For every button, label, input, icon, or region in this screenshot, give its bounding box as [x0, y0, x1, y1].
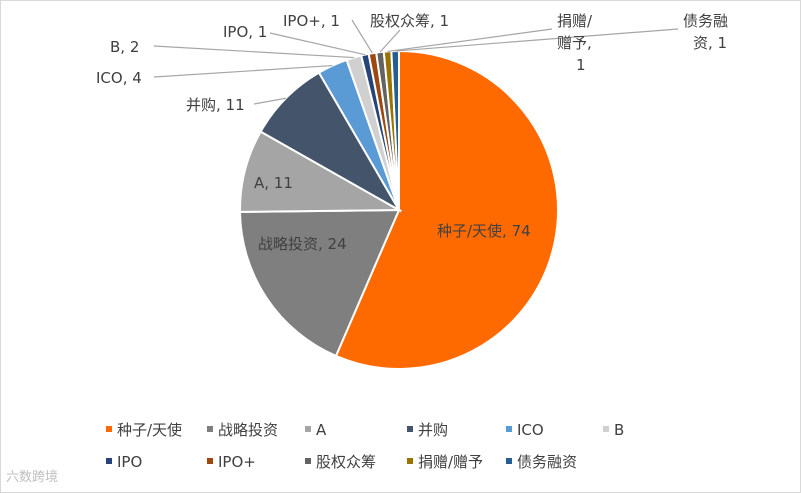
- leader-line-8: [351, 19, 373, 54]
- legend-entry-10: 捐赠/赠予: [418, 453, 483, 471]
- legend-entry-5: ICO: [517, 421, 544, 439]
- data-label-9: 股权众筹, 1: [370, 12, 449, 30]
- leader-line-5: [153, 64, 333, 78]
- pie-slices: [238, 49, 559, 370]
- legend-entry-6: B: [614, 421, 624, 439]
- legend-entry-9: 股权众筹: [316, 453, 376, 471]
- leader-line-11: [395, 28, 679, 52]
- legend-entry-8: IPO+: [218, 453, 256, 471]
- data-label-6: B, 2: [110, 38, 139, 56]
- legend-entry-2: 战略投资: [218, 421, 278, 439]
- data-label-4: 并购, 11: [186, 96, 245, 114]
- leader-line-9: [379, 29, 401, 53]
- legend-swatch-7: [106, 458, 112, 464]
- legend-entry-11: 债务融资: [517, 453, 577, 471]
- data-label-1: 种子/天使, 74: [437, 222, 531, 240]
- legend-swatch-1: [106, 426, 112, 432]
- data-label-8: IPO+, 1: [283, 12, 340, 30]
- data-label-7: IPO, 1: [223, 23, 267, 41]
- pie-slice-1: [334, 49, 559, 370]
- legend-swatch-3: [305, 426, 311, 432]
- legend-swatch-2: [207, 426, 213, 432]
- legend-swatch-5: [506, 426, 512, 432]
- legend-entry-3: A: [316, 421, 327, 439]
- leader-line-4: [253, 97, 287, 105]
- legend-entry-7: IPO: [117, 453, 142, 471]
- legend-swatch-9: [305, 458, 311, 464]
- legend: 种子/天使 战略投资 A 并购 ICO B IPO IPO+ 股权众筹 捐赠/赠予 债务融资: [106, 421, 624, 471]
- leader-lines: [153, 19, 679, 105]
- leader-line-6: [153, 45, 354, 59]
- data-label-3: A, 11: [254, 174, 293, 192]
- data-label-10: 捐赠/赠予, 1: [557, 12, 593, 74]
- pie-slice-2: [238, 208, 401, 358]
- leader-line-7: [269, 32, 366, 56]
- legend-entry-4: 并购: [418, 421, 448, 439]
- legend-swatch-8: [207, 458, 213, 464]
- legend-entry-1: 种子/天使: [117, 421, 182, 439]
- watermark: 六数跨境: [6, 470, 59, 485]
- data-label-5: ICO, 4: [96, 69, 142, 87]
- data-label-2: 战略投资, 24: [258, 235, 347, 253]
- legend-swatch-10: [407, 458, 413, 464]
- data-labels: 种子/天使, 74 战略投资, 24 A, 11 并购, 11 ICO, 4 B, 2 IP…: [96, 12, 728, 253]
- legend-swatch-4: [407, 426, 413, 432]
- leader-line-10: [387, 28, 553, 53]
- legend-swatch-6: [603, 426, 609, 432]
- legend-swatch-11: [506, 458, 512, 464]
- data-label-11: 债务融资, 1: [683, 12, 728, 52]
